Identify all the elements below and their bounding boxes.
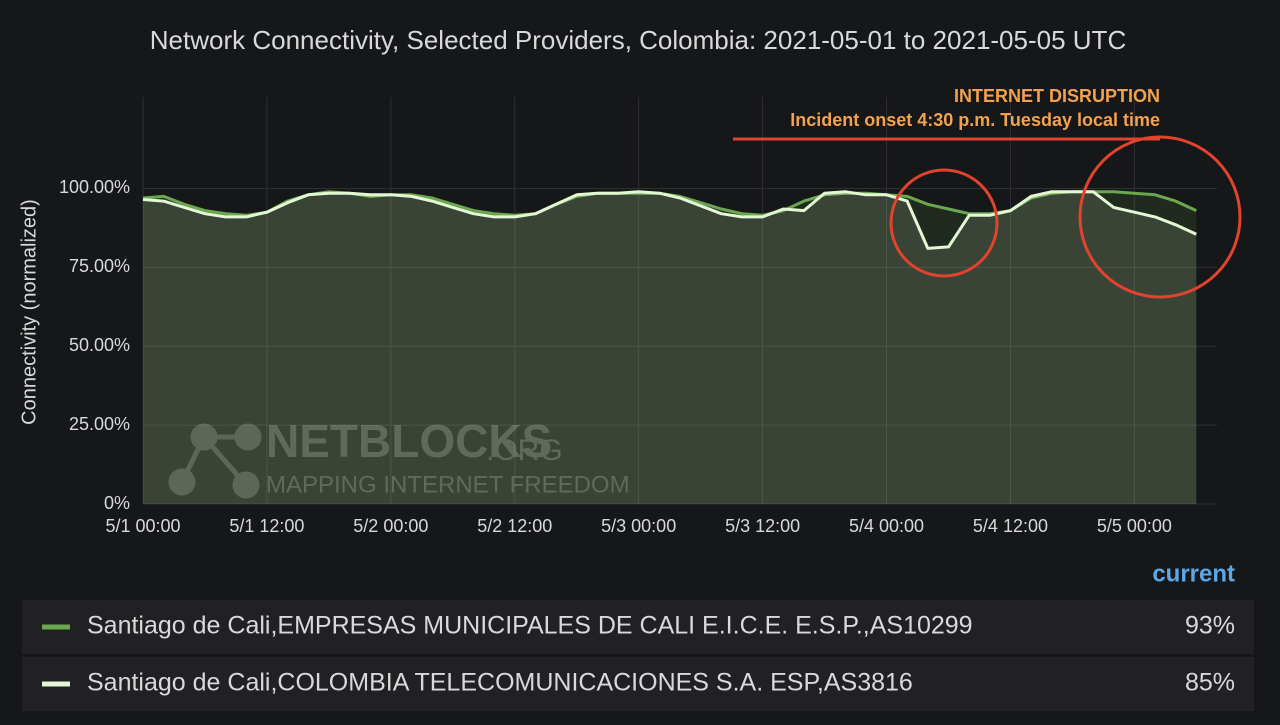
y-tick-label: 50.00% bbox=[69, 335, 130, 355]
highlight-circle bbox=[889, 168, 999, 278]
area bbox=[143, 191, 1197, 504]
legend-label: Santiago de Cali,EMPRESAS MUNICIPALES DE… bbox=[87, 612, 973, 640]
annotation-title: INTERNET DISRUPTION bbox=[954, 86, 1160, 106]
x-tick-label: 5/2 00:00 bbox=[353, 516, 428, 536]
line bbox=[142, 190, 1197, 250]
y-tick-label: 75.00% bbox=[69, 256, 130, 276]
x-tick-label: 5/1 12:00 bbox=[229, 516, 304, 536]
watermark-tagline: MAPPING INTERNET FREEDOM bbox=[266, 471, 630, 498]
x-tick-label: 5/5 00:00 bbox=[1097, 516, 1172, 536]
legend-current: 93% bbox=[1185, 612, 1235, 640]
plot bbox=[142, 190, 1197, 504]
x-tick-label: 5/3 00:00 bbox=[601, 516, 676, 536]
watermark-suffix: .ORG bbox=[486, 434, 563, 467]
y-tick-label: 100.00% bbox=[59, 177, 130, 197]
x-tick-label: 5/2 12:00 bbox=[477, 516, 552, 536]
chart-title: Network Connectivity, Selected Providers… bbox=[150, 25, 1126, 55]
x-tick-label: 5/4 12:00 bbox=[973, 516, 1048, 536]
grid: 0% 25.00% 50.00% 75.00% 100.00% 5/1 00:00 5/1 … bbox=[59, 97, 1217, 536]
legend-current: 85% bbox=[1185, 669, 1235, 697]
legend-label: Santiago de Cali,COLOMBIA TELECOMUNICACI… bbox=[87, 669, 913, 697]
area bbox=[143, 191, 1197, 504]
x-tick-label: 5/1 00:00 bbox=[105, 516, 180, 536]
watermark: NETBLOCKS .ORG MAPPING INTERNET FREEDOM bbox=[168, 415, 630, 499]
watermark-logo bbox=[168, 423, 262, 499]
legend: Santiago de Cali,EMPRESAS MUNICIPALES DE… bbox=[22, 600, 1254, 711]
watermark-name: NETBLOCKS bbox=[266, 415, 552, 467]
legend-header: current bbox=[1152, 560, 1235, 587]
y-tick-label: 0% bbox=[104, 493, 130, 513]
x-tick-label: 5/3 12:00 bbox=[725, 516, 800, 536]
legend-row bbox=[22, 657, 1254, 711]
y-tick-label: 25.00% bbox=[69, 414, 130, 434]
annotation-text: Incident onset 4:30 p.m. Tuesday local t… bbox=[790, 110, 1160, 130]
legend-row bbox=[22, 600, 1254, 654]
highlight-circle bbox=[1078, 135, 1242, 299]
y-axis-label: Connectivity (normalized) bbox=[18, 199, 40, 425]
x-tick-label: 5/4 00:00 bbox=[849, 516, 924, 536]
